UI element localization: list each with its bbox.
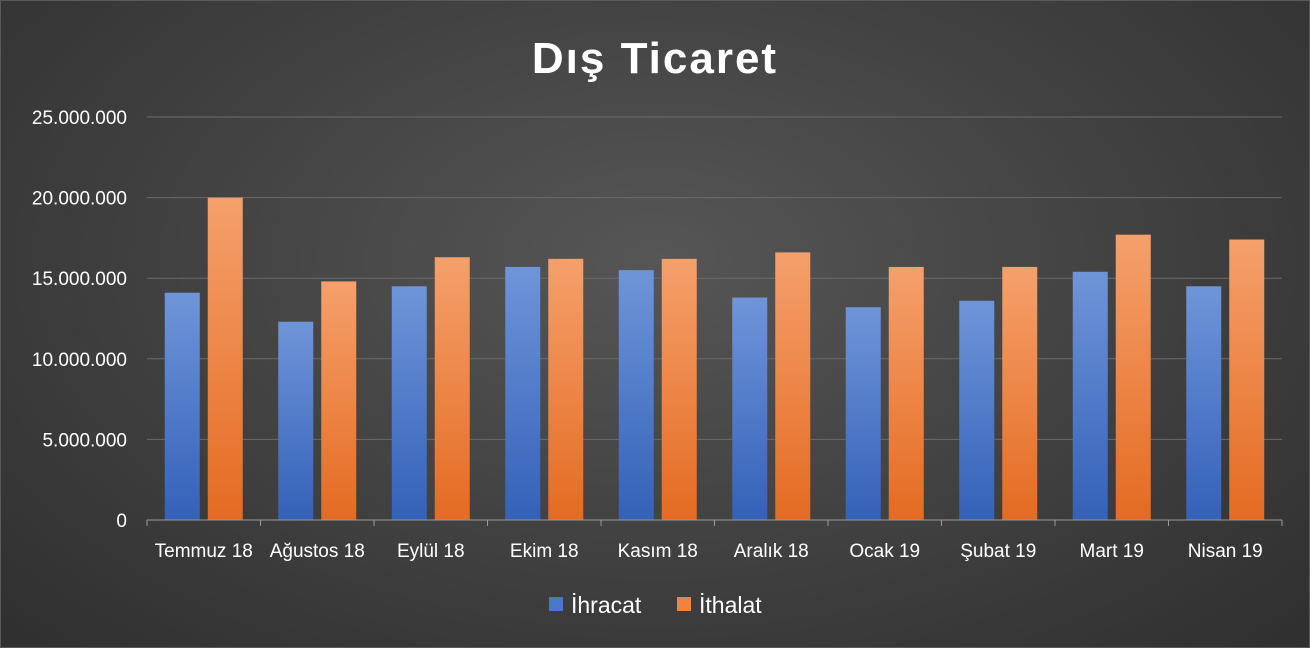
x-axis-tick-labels: Temmuz 18 Ağustos 18 Eylül 18 Ekim 18 Kasım … xyxy=(155,541,1263,562)
x-tick-label: Temmuz 18 xyxy=(155,541,253,562)
bar-ihracat xyxy=(164,292,200,520)
y-tick-label: 0 xyxy=(116,511,127,532)
y-tick-label: 20.000.000 xyxy=(32,189,127,210)
x-axis xyxy=(146,519,1283,526)
bars xyxy=(164,197,1265,520)
bar-ithalat xyxy=(661,258,697,520)
bar-ithalat xyxy=(775,252,811,520)
bar-ithalat xyxy=(548,258,584,520)
bar-ithalat xyxy=(1229,239,1265,520)
bar-ihracat xyxy=(391,286,427,520)
legend-label: İhracat xyxy=(571,592,642,618)
x-tick-label: Ekim 18 xyxy=(510,541,579,562)
x-tick-label: Mart 19 xyxy=(1080,541,1144,562)
bar-ihracat xyxy=(1072,271,1108,520)
bar-ihracat xyxy=(959,300,995,520)
x-tick-label: Nisan 19 xyxy=(1188,541,1263,562)
bar-ithalat xyxy=(1115,234,1151,520)
x-tick-label: Aralık 18 xyxy=(734,541,809,562)
legend-label: İthalat xyxy=(699,592,762,618)
chart-title: Dış Ticaret xyxy=(532,34,778,83)
x-tick-label: Şubat 19 xyxy=(960,541,1036,562)
bar-ithalat xyxy=(207,197,243,520)
bar-ithalat xyxy=(1002,266,1038,520)
y-axis-tick-labels: 0 5.000.000 10.000.000 15.000.000 20.000.000… xyxy=(32,108,127,532)
x-tick-label: Eylül 18 xyxy=(397,541,465,562)
gridlines xyxy=(147,116,1282,440)
bar-ihracat xyxy=(845,307,881,520)
bar-ihracat xyxy=(505,266,541,520)
bar-ihracat xyxy=(618,270,654,520)
y-tick-label: 15.000.000 xyxy=(32,269,127,290)
bar-ithalat xyxy=(434,257,470,520)
bar-ihracat xyxy=(732,297,768,520)
legend-swatch xyxy=(677,597,691,611)
bar-ihracat xyxy=(1186,286,1222,520)
y-tick-label: 25.000.000 xyxy=(32,108,127,129)
x-tick-label: Ocak 19 xyxy=(849,541,920,562)
y-tick-label: 10.000.000 xyxy=(32,350,127,371)
x-tick-label: Ağustos 18 xyxy=(270,541,365,562)
x-tick-label: Kasım 18 xyxy=(618,541,698,562)
bar-ihracat xyxy=(278,321,314,520)
bar-ithalat xyxy=(888,266,924,520)
bar-ithalat xyxy=(321,281,357,520)
legend-swatch xyxy=(549,597,563,611)
y-tick-label: 5.000.000 xyxy=(42,430,127,451)
legend: İhracat İthalat xyxy=(549,592,762,618)
